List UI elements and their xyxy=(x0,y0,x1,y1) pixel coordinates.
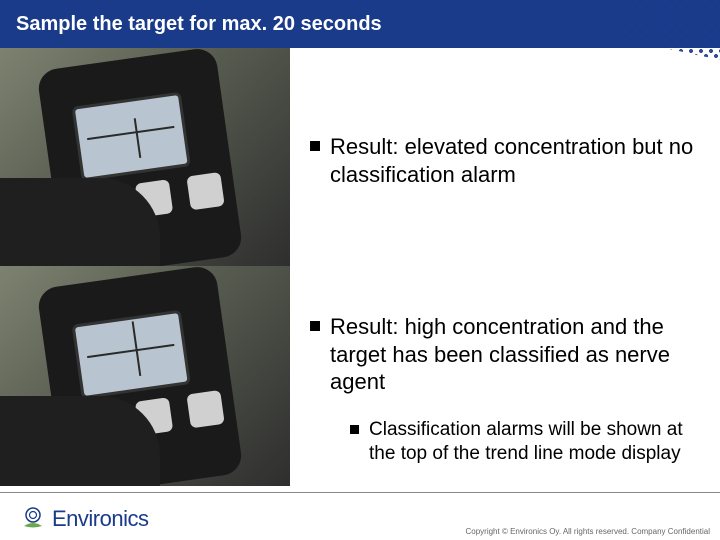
device-screen xyxy=(72,92,191,182)
footer: Environics Copyright © Environics Oy. Al… xyxy=(0,492,720,540)
bullet-3: Classification alarms will be shown at t… xyxy=(350,418,700,466)
bullet-text: Result: high concentration and the targe… xyxy=(330,313,700,396)
bullet-text: Classification alarms will be shown at t… xyxy=(369,418,700,466)
content-area: Result: elevated concentration but no cl… xyxy=(0,48,720,492)
device-photo-2 xyxy=(0,266,290,486)
bullet-1: Result: elevated concentration but no cl… xyxy=(310,133,700,188)
title-bar: Sample the target for max. 20 seconds xyxy=(0,0,720,48)
environics-logo: Environics xyxy=(20,506,148,532)
bullet-text: Result: elevated concentration but no cl… xyxy=(330,133,700,188)
slide-title: Sample the target for max. 20 seconds xyxy=(16,13,382,36)
device-screen xyxy=(72,310,191,400)
copyright-text: Copyright © Environics Oy. All rights re… xyxy=(465,527,710,536)
bullet-marker-icon xyxy=(310,141,320,151)
bullet-marker-icon xyxy=(350,425,359,434)
device-photo-1 xyxy=(0,48,290,268)
logo-text: Environics xyxy=(52,506,148,532)
logo-icon xyxy=(20,506,46,532)
bullet-marker-icon xyxy=(310,321,320,331)
bullet-2: Result: high concentration and the targe… xyxy=(310,313,700,396)
